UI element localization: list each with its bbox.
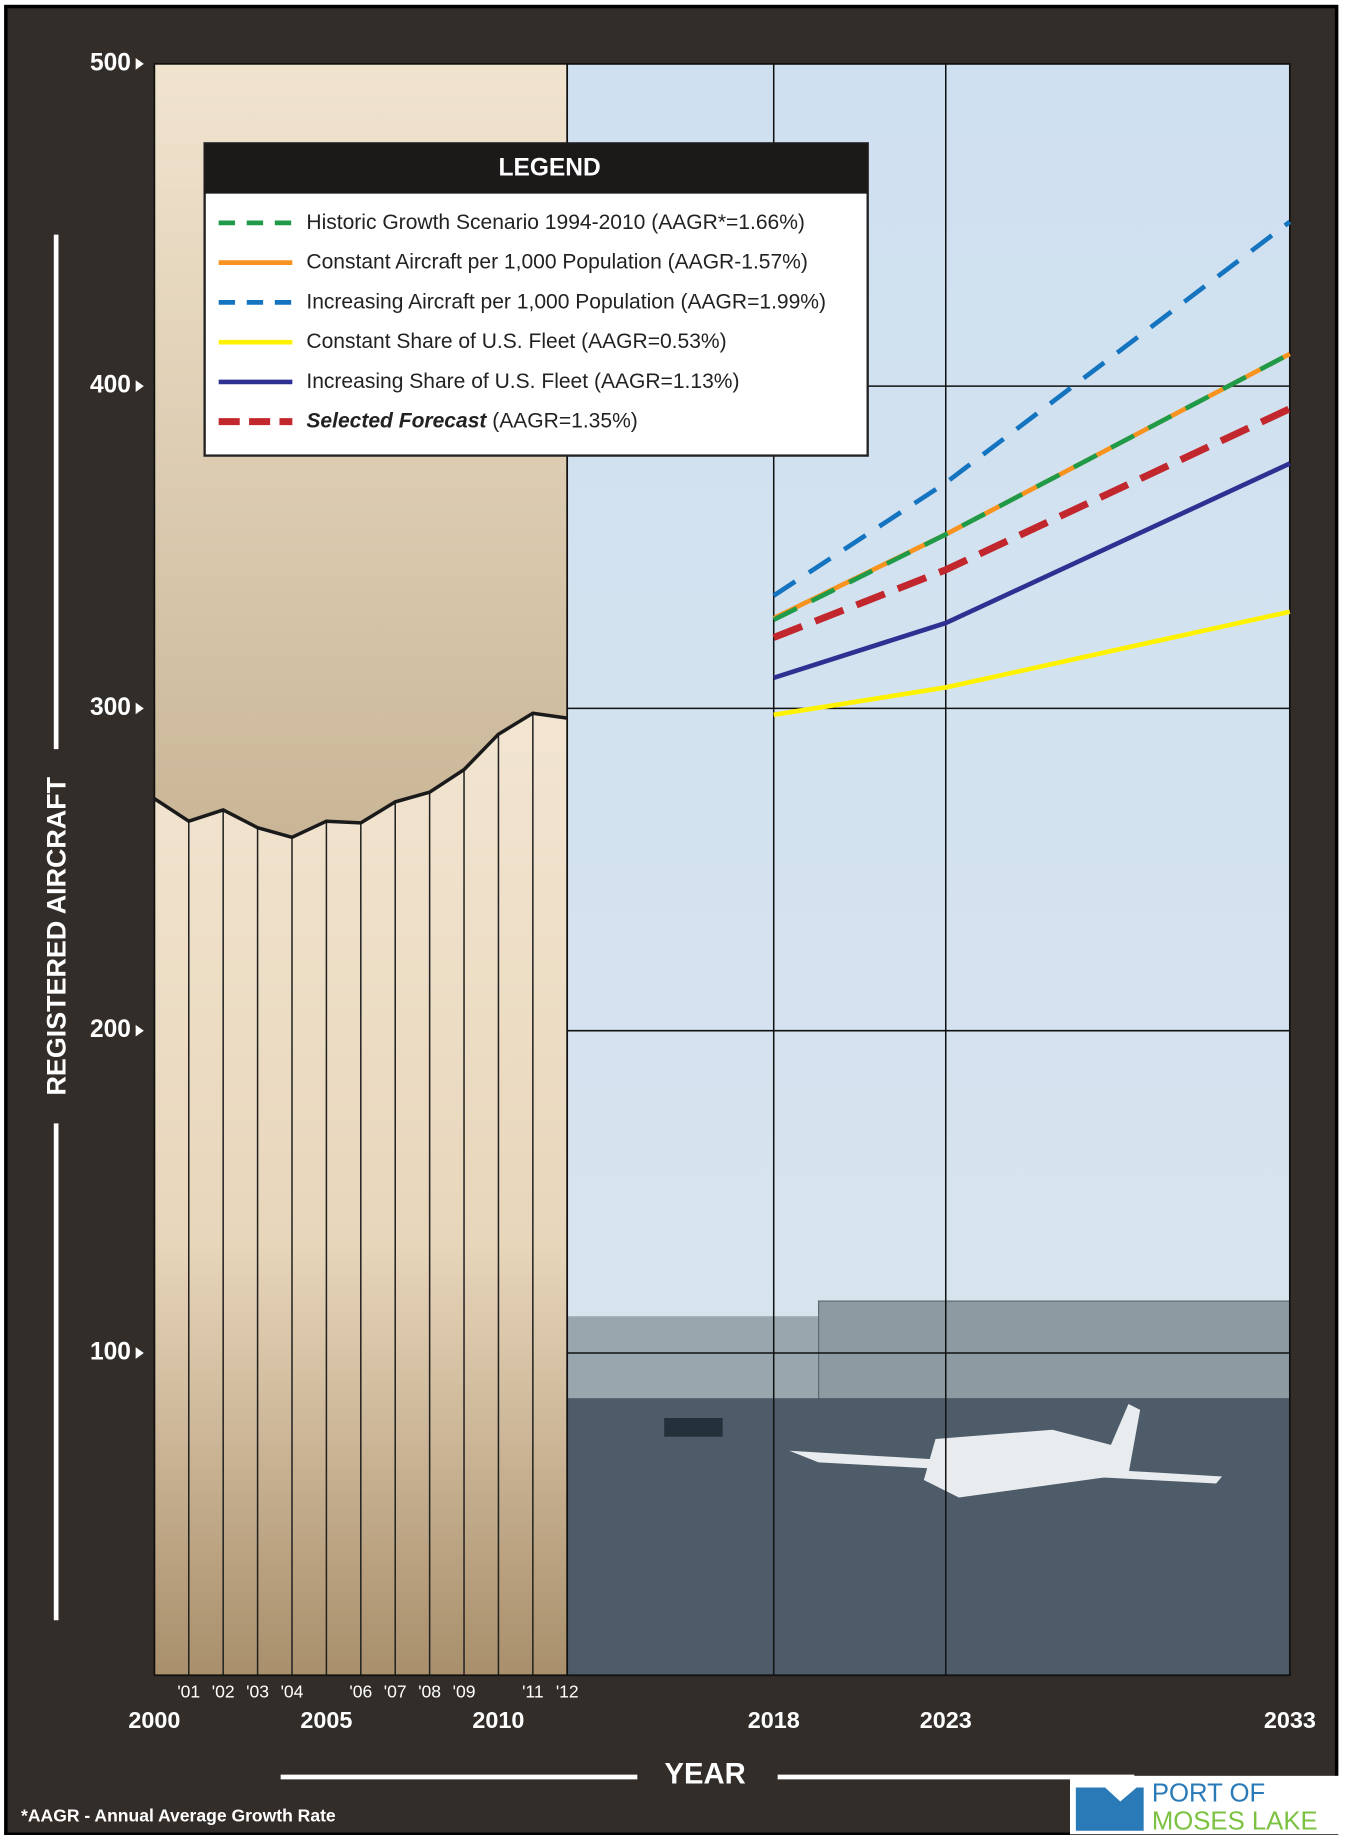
hangar	[817, 1300, 1291, 1413]
y-tick-label: 500	[90, 49, 131, 76]
x-tick-label: 2010	[472, 1707, 524, 1733]
legend-name: Constant Share of U.S. Fleet (AAGR=0.53%…	[306, 330, 726, 353]
legend-box	[203, 142, 869, 457]
series-line	[772, 405, 1292, 641]
logo-line2: MOSES LAKE	[1152, 1807, 1318, 1835]
x-minor-tick-label: '03	[246, 1681, 269, 1701]
legend-name: Increasing Share of U.S. Fleet (AAGR=1.1…	[306, 369, 739, 392]
legend-label: Constant Share of U.S. Fleet (AAGR=0.53%…	[306, 330, 726, 353]
y-tick-arrow	[135, 1347, 144, 1359]
legend-label: Increasing Share of U.S. Fleet (AAGR=1.1…	[306, 369, 739, 392]
series-line	[772, 351, 1291, 622]
x-tick-label: 2023	[920, 1707, 972, 1733]
footnote: *AAGR - Annual Average Growth Rate	[21, 1805, 336, 1825]
x-minor-tick-label: '09	[453, 1681, 476, 1701]
series-line	[153, 711, 568, 840]
x-minor-tick-label: '07	[384, 1681, 407, 1701]
legend-name: Increasing Aircraft per 1,000 Population…	[306, 290, 826, 313]
series-line	[773, 461, 1291, 681]
logo-icon	[1075, 1787, 1144, 1831]
y-tick-arrow	[135, 57, 144, 70]
x-tick-label: 2033	[1264, 1707, 1316, 1733]
x-minor-tick-label: '06	[349, 1681, 372, 1701]
y-tick-arrow	[135, 380, 144, 392]
legend: LEGEND Historic Growth Scenario 1994-201…	[203, 142, 869, 457]
legend-name: Selected Forecast	[306, 409, 487, 432]
y-tick-arrow	[135, 702, 144, 715]
airplane	[789, 1403, 1223, 1498]
plot-border	[153, 62, 1291, 1677]
y-axis-label: REGISTERED AIRCRAFT	[42, 776, 72, 1095]
x-axis-label: YEAR	[665, 1759, 746, 1791]
legend-title: LEGEND	[498, 155, 600, 182]
legend-label: Selected Forecast (AAGR=1.35%)	[306, 409, 637, 432]
y-tick-label: 200	[90, 1016, 131, 1043]
tarmac	[567, 1398, 1290, 1676]
logo: PORT OF MOSES LAKE	[1069, 1775, 1360, 1835]
legend-name: Historic Growth Scenario 1994-2010 (AAGR…	[306, 210, 805, 233]
legend-label: Constant Aircraft per 1,000 Population (…	[306, 250, 808, 273]
x-minor-tick-label: '04	[281, 1681, 304, 1701]
x-tick-label: 2000	[128, 1707, 180, 1733]
x-minor-tick-label: '02	[212, 1681, 235, 1701]
x-minor-tick-label: '12	[556, 1681, 579, 1701]
x-minor-tick-label: '11	[522, 1681, 544, 1701]
x-minor-tick-label: '01	[177, 1681, 200, 1701]
x-minor-tick-label: '08	[418, 1681, 441, 1701]
legend-header	[204, 143, 868, 194]
legend-label: Historic Growth Scenario 1994-2010 (AAGR…	[306, 210, 805, 233]
legend-note: (AAGR=1.35%)	[492, 409, 638, 432]
photo	[567, 1300, 1291, 1676]
runway-sign	[664, 1417, 723, 1437]
y-tick-label: 400	[90, 372, 131, 399]
logo-line1: PORT OF	[1152, 1779, 1265, 1807]
x-tick-label: 2018	[748, 1707, 800, 1733]
legend-name: Constant Aircraft per 1,000 Population (…	[306, 250, 808, 273]
x-tick-label: 2005	[300, 1707, 352, 1733]
y-tick-label: 300	[90, 694, 131, 721]
y-tick-arrow	[135, 1024, 144, 1037]
y-tick-label: 100	[90, 1338, 131, 1365]
series-line	[773, 609, 1291, 718]
legend-label: Increasing Aircraft per 1,000 Population…	[306, 290, 826, 313]
